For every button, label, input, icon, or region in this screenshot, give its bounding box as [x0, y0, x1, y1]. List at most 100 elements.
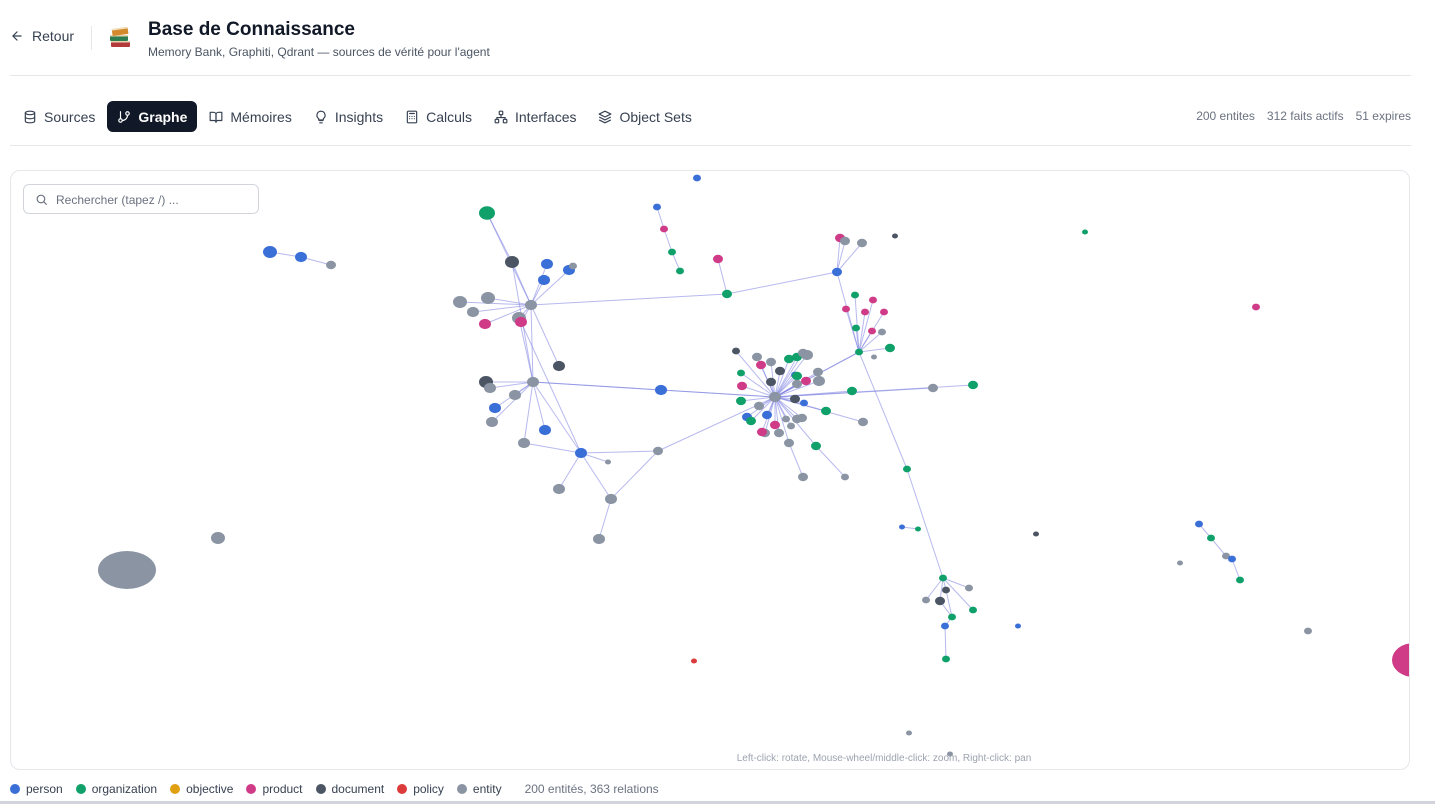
graph-node[interactable]	[553, 360, 565, 372]
graph-node[interactable]	[660, 225, 668, 233]
graph-node[interactable]	[467, 306, 479, 318]
graph-node[interactable]	[653, 203, 661, 211]
graph-node[interactable]	[899, 524, 905, 530]
graph-node[interactable]	[942, 655, 950, 663]
graph-node[interactable]	[737, 369, 745, 377]
graph-node[interactable]	[1392, 643, 1410, 677]
graph-node[interactable]	[935, 596, 945, 606]
graph-node[interactable]	[691, 658, 697, 664]
search-input[interactable]	[56, 190, 252, 209]
graph-node[interactable]	[605, 493, 617, 505]
graph-node[interactable]	[892, 233, 898, 239]
tab-sources[interactable]: Sources	[13, 101, 105, 132]
graph-node[interactable]	[915, 526, 921, 532]
graph-node[interactable]	[885, 343, 895, 353]
tab-interfaces[interactable]: Interfaces	[484, 101, 586, 132]
graph-node[interactable]	[538, 274, 550, 286]
graph-node[interactable]	[841, 473, 849, 481]
tab-memoires[interactable]: Mémoires	[199, 101, 301, 132]
graph-node[interactable]	[1015, 623, 1021, 629]
graph-node[interactable]	[1228, 555, 1236, 563]
graph-node[interactable]	[693, 174, 701, 182]
graph-node[interactable]	[486, 416, 498, 428]
graph-node[interactable]	[762, 410, 772, 420]
graph-node[interactable]	[852, 324, 860, 332]
graph-node[interactable]	[851, 291, 859, 299]
graph-node[interactable]	[871, 354, 877, 360]
graph-node[interactable]	[453, 296, 467, 308]
graph-node[interactable]	[505, 256, 519, 268]
graph-node[interactable]	[722, 289, 732, 299]
graph-node[interactable]	[525, 299, 537, 311]
graph-view[interactable]	[11, 171, 1410, 770]
graph-node[interactable]	[527, 376, 539, 388]
tab-insights[interactable]: Insights	[304, 101, 393, 132]
tab-object-sets[interactable]: Object Sets	[588, 101, 701, 132]
graph-node[interactable]	[754, 401, 764, 411]
graph-node[interactable]	[668, 248, 676, 256]
graph-node[interactable]	[518, 437, 530, 449]
graph-node[interactable]	[880, 308, 888, 316]
graph-node[interactable]	[541, 258, 553, 270]
graph-node[interactable]	[928, 383, 938, 393]
graph-node[interactable]	[326, 260, 336, 270]
graph-node[interactable]	[948, 613, 956, 621]
graph-node[interactable]	[479, 206, 495, 220]
graph-node[interactable]	[655, 384, 667, 396]
graph-node[interactable]	[481, 292, 495, 304]
graph-node[interactable]	[969, 606, 977, 614]
graph-node[interactable]	[757, 427, 767, 437]
graph-node[interactable]	[539, 424, 551, 436]
graph-node[interactable]	[509, 389, 521, 401]
graph-node[interactable]	[766, 357, 776, 367]
graph-node[interactable]	[1033, 531, 1039, 537]
graph-node[interactable]	[769, 391, 781, 403]
graph-node[interactable]	[792, 379, 802, 389]
graph-node[interactable]	[790, 394, 800, 404]
graph-node[interactable]	[1082, 229, 1088, 235]
graph-node[interactable]	[801, 376, 811, 386]
graph-node[interactable]	[736, 396, 746, 406]
graph-node[interactable]	[569, 262, 577, 270]
graph-node[interactable]	[813, 367, 823, 377]
graph-node[interactable]	[939, 574, 947, 582]
graph-node[interactable]	[775, 366, 785, 376]
tab-graphe[interactable]: Graphe	[107, 101, 198, 132]
graph-search[interactable]	[23, 184, 259, 214]
graph-node[interactable]	[1222, 552, 1230, 560]
graph-node[interactable]	[489, 402, 501, 414]
graph-node[interactable]	[295, 251, 307, 263]
graph-node[interactable]	[965, 584, 973, 592]
graph-node[interactable]	[842, 305, 850, 313]
graph-node[interactable]	[792, 371, 802, 381]
tab-calculs[interactable]: Calculs	[395, 101, 482, 132]
graph-node[interactable]	[922, 596, 930, 604]
graph-node[interactable]	[1207, 534, 1215, 542]
graph-node[interactable]	[797, 413, 807, 423]
graph-node[interactable]	[821, 406, 831, 416]
graph-node[interactable]	[1195, 520, 1203, 528]
graph-node[interactable]	[1177, 560, 1183, 566]
graph-node[interactable]	[868, 327, 876, 335]
graph-node[interactable]	[968, 380, 978, 390]
graph-node[interactable]	[479, 318, 491, 330]
graph-node[interactable]	[800, 399, 808, 407]
graph-node[interactable]	[858, 417, 868, 427]
graph-node[interactable]	[263, 246, 277, 258]
graph-node[interactable]	[878, 328, 886, 336]
graph-node[interactable]	[713, 254, 723, 264]
graph-node[interactable]	[211, 532, 225, 544]
graph-node[interactable]	[847, 386, 857, 396]
graph-node[interactable]	[605, 459, 611, 465]
graph-node[interactable]	[575, 447, 587, 459]
graph-node[interactable]	[784, 354, 794, 364]
graph-node[interactable]	[676, 267, 684, 275]
graph-node[interactable]	[653, 446, 663, 456]
graph-node[interactable]	[840, 236, 850, 246]
graph-node[interactable]	[737, 381, 747, 391]
graph-node[interactable]	[832, 267, 842, 277]
graph-node[interactable]	[756, 360, 766, 370]
back-button[interactable]: Retour	[10, 28, 74, 44]
graph-node[interactable]	[906, 730, 912, 736]
graph-node[interactable]	[98, 551, 156, 589]
